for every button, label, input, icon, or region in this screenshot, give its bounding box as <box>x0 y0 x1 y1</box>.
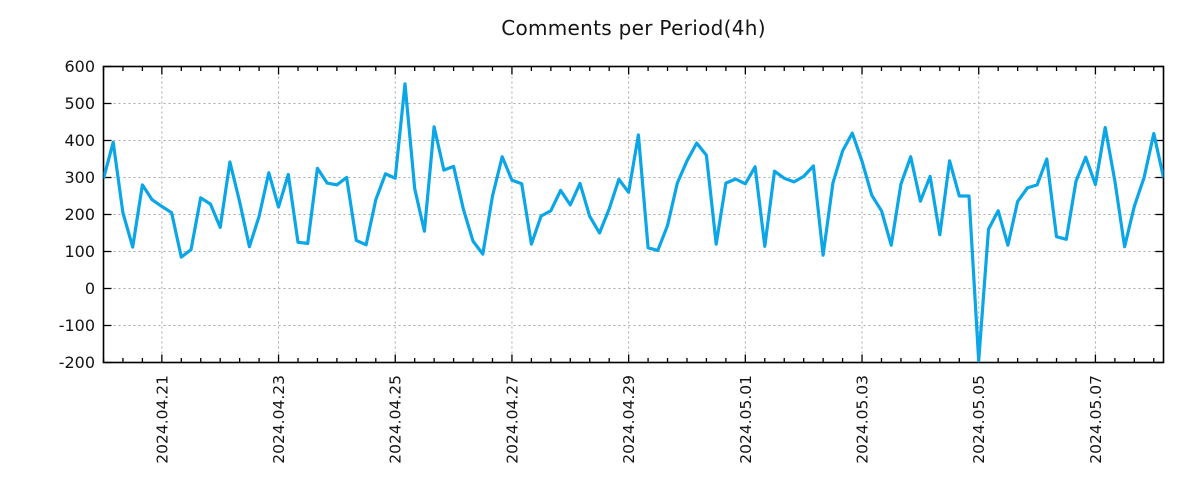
y-tick-label: 0 <box>85 279 95 298</box>
x-tick-label: 2024.04.29 <box>620 375 638 464</box>
y-tick-label: 200 <box>64 205 95 224</box>
comments-series-line <box>103 82 1164 363</box>
y-tick-label: 600 <box>64 57 95 76</box>
chart-title: Comments per Period(4h) <box>501 16 766 40</box>
x-tick-label: 2024.05.01 <box>737 375 755 464</box>
y-tick-label: 300 <box>64 168 95 187</box>
y-tick-label: 100 <box>64 242 95 261</box>
x-tick-label: 2024.05.03 <box>854 375 872 464</box>
x-tick-label: 2024.05.07 <box>1087 375 1105 464</box>
plot-border <box>102 65 1165 364</box>
x-tick-label: 2024.04.23 <box>270 375 288 464</box>
y-tick-label: -200 <box>59 353 95 372</box>
y-tick-label: 500 <box>64 94 95 113</box>
x-tick-label: 2024.04.21 <box>153 375 171 464</box>
x-tick-label: 2024.04.27 <box>503 375 521 464</box>
x-tick-label: 2024.04.25 <box>387 375 405 464</box>
x-tick-label: 2024.05.05 <box>970 375 988 464</box>
y-tick-label: 400 <box>64 131 95 150</box>
y-tick-label: -100 <box>59 316 95 335</box>
